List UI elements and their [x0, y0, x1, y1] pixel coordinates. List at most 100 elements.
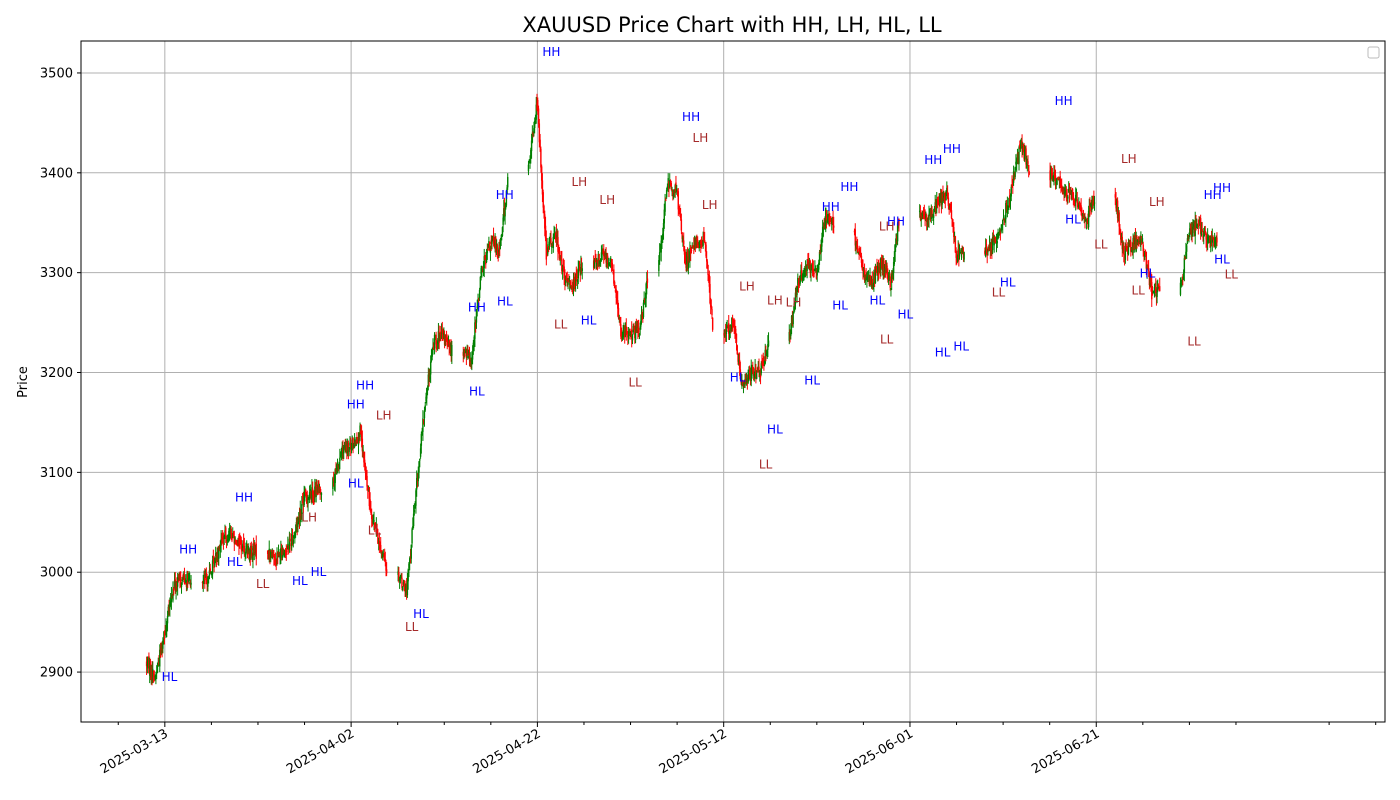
candle-body: [879, 266, 881, 273]
annotation-hl: HL: [1000, 276, 1016, 290]
candle-body: [1085, 220, 1088, 222]
candle-body: [956, 256, 959, 260]
candle-body: [1119, 227, 1121, 234]
candle-body: [954, 236, 957, 253]
candle-body: [408, 563, 410, 569]
candle-body: [1004, 216, 1006, 218]
candle-body: [896, 223, 899, 242]
annotation-ll: LL: [1187, 335, 1201, 349]
candle-body: [1053, 171, 1055, 179]
candle-body: [953, 227, 955, 238]
candle-body: [1201, 229, 1203, 231]
candle-body: [152, 668, 154, 677]
candle-body: [634, 325, 637, 340]
candle-body: [683, 246, 686, 255]
candle-body: [1021, 141, 1023, 150]
candle-body: [700, 241, 702, 245]
candle-body: [632, 325, 634, 333]
candle-body: [293, 535, 295, 539]
candle-body: [943, 195, 945, 197]
candle-body: [739, 369, 742, 380]
grid-layer: [81, 41, 1385, 722]
candle-body: [232, 532, 235, 538]
candle-body: [661, 236, 663, 241]
candle-body: [207, 577, 209, 587]
candle-body: [274, 559, 277, 562]
candle-body: [1184, 257, 1186, 259]
candle-body: [1157, 284, 1160, 288]
annotation-hh: HH: [682, 110, 700, 124]
candle-body: [984, 250, 986, 254]
annotation-hh: HH: [943, 142, 961, 156]
candle-body: [1212, 237, 1214, 239]
candle-body: [857, 251, 860, 254]
candle-body: [487, 248, 489, 251]
annotation-hh: HH: [887, 215, 905, 229]
candle-body: [680, 219, 683, 231]
candle-body: [738, 359, 741, 369]
candle-body: [1024, 149, 1026, 160]
annotation-hl: HL: [935, 346, 951, 360]
candle-body: [609, 259, 611, 261]
candle-body: [641, 314, 643, 316]
candle-body: [465, 353, 468, 357]
candle-body: [893, 259, 896, 265]
candle-body: [950, 204, 952, 212]
candle-body: [431, 349, 433, 357]
candle-body: [364, 465, 367, 473]
candle-body: [173, 580, 176, 587]
candle-body: [505, 203, 507, 209]
candle-body: [615, 289, 617, 299]
annotation-lh: LH: [693, 131, 709, 145]
candle-body: [881, 262, 884, 270]
candle-body: [611, 262, 614, 271]
candle-body: [219, 544, 222, 550]
candle-body: [600, 252, 603, 258]
candle-body: [351, 439, 353, 446]
candle-body: [339, 457, 341, 462]
candle-body: [507, 177, 509, 188]
candle-body: [398, 579, 401, 581]
candle-body: [667, 178, 669, 184]
candle-body: [1063, 187, 1065, 195]
candle-body: [211, 574, 213, 576]
candle-body: [1147, 265, 1149, 269]
candle-body: [1081, 214, 1084, 216]
candle-body: [1210, 239, 1213, 241]
candle-body: [159, 649, 161, 667]
candle-body: [1133, 237, 1136, 245]
candle-body: [358, 438, 360, 440]
candle-body: [922, 213, 924, 217]
annotation-hh: HH: [542, 45, 560, 59]
candle-body: [1148, 272, 1151, 286]
candle-body: [853, 230, 856, 233]
candle-body: [155, 671, 158, 674]
candle-body: [442, 331, 444, 334]
candle-body: [932, 214, 935, 218]
candle-body: [618, 317, 620, 319]
candle-body: [212, 557, 215, 559]
candle-body: [544, 225, 547, 239]
candle-body: [673, 192, 676, 194]
candle-body: [870, 275, 872, 285]
candle-body: [927, 217, 929, 221]
candle-body: [689, 247, 692, 253]
candle-body: [628, 331, 631, 333]
candle-body: [306, 497, 308, 502]
candle-body: [484, 255, 486, 260]
candle-body: [489, 247, 492, 253]
candle-body: [533, 128, 535, 134]
candle-body: [748, 371, 751, 374]
candle-body: [635, 323, 638, 333]
candle-body: [1061, 185, 1063, 189]
candle-body: [1057, 178, 1059, 180]
candle-body: [477, 299, 479, 306]
candle-body: [681, 232, 683, 239]
candle-body: [148, 655, 150, 674]
candle-body: [180, 582, 183, 587]
candle-body: [434, 334, 437, 337]
candle-body: [294, 530, 297, 533]
candle-body: [488, 241, 490, 248]
candle-body: [962, 251, 964, 253]
